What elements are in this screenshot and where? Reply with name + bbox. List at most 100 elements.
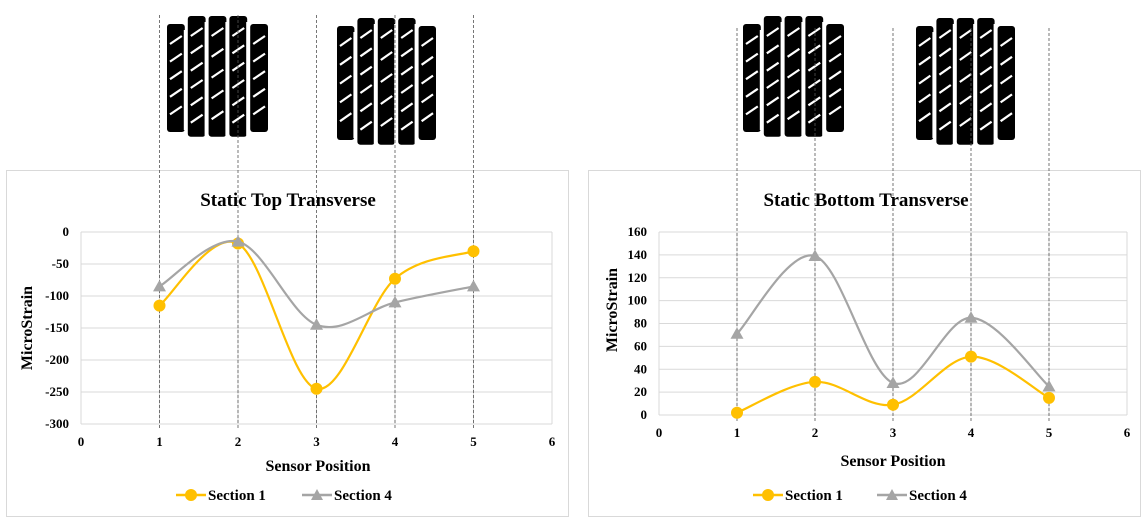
data-point <box>310 382 323 395</box>
data-point <box>153 299 166 312</box>
x-tick-label: 1 <box>156 434 163 449</box>
data-point <box>965 350 977 363</box>
data-point <box>1042 379 1056 392</box>
x-tick-label: 1 <box>734 425 741 440</box>
legend-item-section-1: Section 1 <box>176 488 266 504</box>
data-point <box>887 398 899 411</box>
data-point <box>808 249 822 262</box>
data-point <box>730 327 744 339</box>
y-axis-title: MicroStrain <box>19 286 36 370</box>
tread-rib <box>956 18 976 146</box>
y-tick-label: 20 <box>634 384 647 399</box>
legend-label: Section 4 <box>334 488 392 504</box>
tread-rib <box>208 16 228 138</box>
data-point <box>310 318 323 330</box>
x-tick-label: 0 <box>656 425 663 440</box>
y-tick-label: -100 <box>45 288 69 303</box>
tread-rib <box>805 16 825 138</box>
data-point <box>1043 391 1055 404</box>
tread-rib <box>357 18 376 146</box>
tire-footprint-image-3 <box>743 16 844 138</box>
tire-footprint-image-2 <box>337 18 436 146</box>
x-tick-label: 5 <box>470 434 477 449</box>
x-tick-label: 6 <box>1124 425 1131 440</box>
series-line <box>158 239 474 329</box>
tread-rib <box>916 26 935 140</box>
legend-item-section-4: Section 4 <box>877 488 967 504</box>
x-tick-label: 3 <box>313 434 320 449</box>
y-tick-label: -150 <box>45 320 69 335</box>
chart-bottom-transverse: Static Bottom Transverse 160140120100806… <box>604 28 1131 504</box>
data-point <box>886 376 900 388</box>
data-point <box>153 279 166 292</box>
x-tick-label: 4 <box>968 425 975 440</box>
tread-rib <box>763 16 783 138</box>
tread-rib <box>229 16 249 138</box>
data-point <box>231 235 245 247</box>
y-tick-label: 120 <box>628 270 648 285</box>
y-tick-label: 160 <box>628 224 648 239</box>
tread-rib <box>977 18 996 146</box>
legend-label: Section 1 <box>208 488 266 504</box>
tread-rib <box>187 16 207 138</box>
x-tick-label: 4 <box>392 434 399 449</box>
tread-rib <box>167 24 186 132</box>
tread-rib <box>337 26 356 140</box>
x-tick-label: 2 <box>812 425 819 440</box>
x-tick-label: 3 <box>890 425 897 440</box>
y-tick-label: 0 <box>641 407 648 422</box>
y-tick-label: 60 <box>634 338 647 353</box>
legend-marker-triangle <box>886 489 898 500</box>
legend: Section 1 Section 4 <box>753 488 967 504</box>
x-axis-title: Sensor Position <box>840 453 945 470</box>
legend-item-section-4: Section 4 <box>302 488 392 504</box>
x-tick-labels: 0 1 2 3 4 5 6 <box>78 434 556 449</box>
data-point <box>467 245 480 258</box>
y-tick-label: 100 <box>628 293 648 308</box>
guide-lines <box>159 15 474 430</box>
y-tick-label: 40 <box>634 361 647 376</box>
y-tick-label: -300 <box>45 416 69 431</box>
x-tick-label: 0 <box>78 434 85 449</box>
y-axis-title: MicroStrain <box>604 268 621 352</box>
chart-top-transverse: Static Top Transverse 0 -50 -100 -150 -200 -2… <box>19 15 556 504</box>
legend-label: Section 1 <box>785 488 843 504</box>
y-tick-label: 140 <box>628 247 648 262</box>
y-tick-labels: 160 140 120 100 80 60 40 20 0 <box>628 224 648 422</box>
legend-label: Section 4 <box>909 488 967 504</box>
data-point <box>731 406 743 419</box>
legend: Section 1 Section 4 <box>176 488 392 504</box>
y-tick-label: 80 <box>634 316 647 331</box>
y-tick-label: -200 <box>45 352 69 367</box>
chart-title: Static Bottom Transverse <box>763 190 968 211</box>
legend-marker-triangle <box>311 489 323 500</box>
x-tick-label: 6 <box>549 434 556 449</box>
x-tick-label: 2 <box>235 434 242 449</box>
y-tick-label: 0 <box>63 224 70 239</box>
legend-marker-circle <box>185 489 197 501</box>
tread-rib <box>418 26 436 140</box>
series-section-4 <box>153 235 480 330</box>
tire-footprint-image-4 <box>916 18 1015 146</box>
tire-footprint-image-1 <box>167 16 268 138</box>
data-point <box>964 311 978 323</box>
tread-rib <box>936 18 955 146</box>
tread-rib <box>826 24 844 132</box>
tread-rib <box>743 24 762 132</box>
y-tick-labels: 0 -50 -100 -150 -200 -250 -300 <box>45 224 69 431</box>
series-lines <box>153 235 480 395</box>
tread-rib <box>398 18 417 146</box>
data-point <box>389 272 401 285</box>
tread-rib <box>784 16 804 138</box>
y-tick-label: -250 <box>45 384 69 399</box>
data-point <box>467 279 480 292</box>
series-lines <box>730 249 1056 419</box>
legend-marker-circle <box>762 489 774 501</box>
x-axis-title: Sensor Position <box>265 458 370 475</box>
x-tick-labels: 0 1 2 3 4 5 6 <box>656 425 1131 440</box>
data-point <box>809 375 821 388</box>
tread-rib <box>250 24 268 132</box>
tread-rib <box>377 18 397 146</box>
series-section-4 <box>730 249 1056 392</box>
chart-title: Static Top Transverse <box>200 190 376 211</box>
